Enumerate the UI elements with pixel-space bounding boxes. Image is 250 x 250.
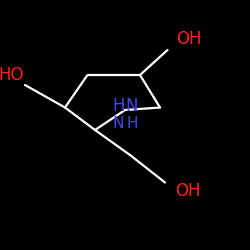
Text: N: N	[125, 97, 138, 115]
Text: OH: OH	[176, 30, 202, 48]
Text: OH: OH	[175, 182, 201, 200]
Text: H: H	[112, 97, 125, 115]
Text: HO: HO	[0, 66, 24, 84]
Text: N: N	[112, 116, 124, 131]
Text: H: H	[126, 116, 138, 131]
